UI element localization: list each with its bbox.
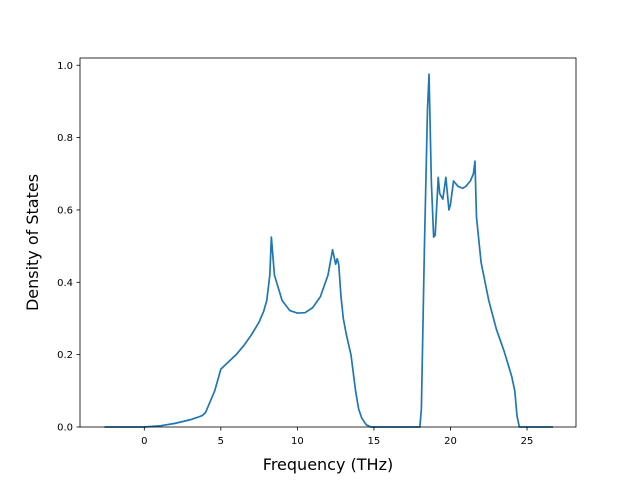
y-tick-label: 0.2 <box>57 350 73 361</box>
y-tick-label: 0.8 <box>57 133 73 144</box>
y-axis-label: Density of States <box>23 174 42 311</box>
x-tick-label: 10 <box>291 436 304 447</box>
y-tick-label: 0.0 <box>57 423 73 434</box>
y-tick-label: 1.0 <box>57 61 73 72</box>
x-axis-ticks: 0 5 10 15 20 25 <box>141 427 533 447</box>
plot-frame <box>79 57 577 428</box>
x-tick-label: 0 <box>141 436 147 447</box>
x-tick-label: 20 <box>444 436 457 447</box>
y-axis-ticks: 0.0 0.2 0.4 0.6 0.8 1.0 <box>57 61 80 434</box>
x-tick-label: 25 <box>521 436 534 447</box>
y-tick-label: 0.6 <box>57 206 73 217</box>
x-tick-label: 5 <box>218 436 224 447</box>
y-tick-label: 0.4 <box>57 278 73 289</box>
dos-series-line <box>104 73 554 428</box>
x-axis-label: Frequency (THz) <box>263 455 393 474</box>
x-tick-label: 15 <box>368 436 381 447</box>
